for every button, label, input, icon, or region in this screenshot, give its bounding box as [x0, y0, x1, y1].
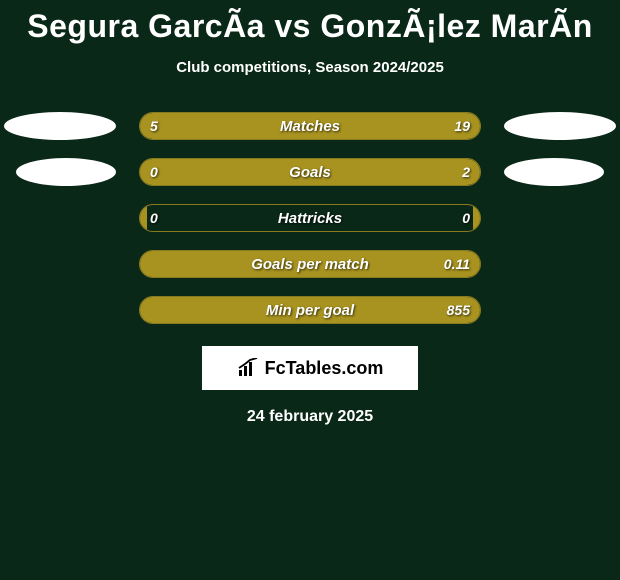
stat-label: Hattricks — [140, 205, 480, 231]
stat-row: 02Goals — [0, 158, 620, 186]
stat-left-value: 0 — [150, 159, 158, 185]
stat-left-value: 5 — [150, 113, 158, 139]
bar-right-fill — [147, 159, 480, 185]
player-ellipse-right — [504, 158, 604, 186]
stat-bar: 0.11Goals per match — [139, 250, 481, 278]
stat-right-value: 2 — [462, 159, 470, 185]
logo-box: FcTables.com — [202, 346, 418, 390]
stat-bar: 02Goals — [139, 158, 481, 186]
stat-row: 519Matches — [0, 112, 620, 140]
stat-row: 0 0Hattricks — [0, 204, 620, 232]
stat-right-value: 855 — [447, 297, 470, 323]
player-ellipse-left — [16, 158, 116, 186]
stat-right-value: 0 — [462, 205, 470, 231]
stat-bar: 0 0Hattricks — [139, 204, 481, 232]
page-title: Segura GarcÃ­a vs GonzÃ¡lez MarÃ­n — [27, 8, 592, 45]
bar-left-fill — [140, 297, 147, 323]
stat-left-value: 0 — [150, 205, 158, 231]
chart-icon — [237, 358, 261, 378]
stat-right-value: 0.11 — [444, 251, 470, 277]
comparison-infographic: Segura GarcÃ­a vs GonzÃ¡lez MarÃ­n Club … — [0, 0, 620, 426]
player-ellipse-left — [4, 112, 116, 140]
stat-row: 855Min per goal — [0, 296, 620, 324]
logo-text: FcTables.com — [265, 358, 384, 379]
bar-right-fill — [473, 205, 480, 231]
stat-right-value: 19 — [454, 113, 470, 139]
subtitle: Club competitions, Season 2024/2025 — [176, 59, 444, 76]
bar-left-fill — [140, 159, 147, 185]
bar-right-fill — [147, 251, 480, 277]
stat-bar: 519Matches — [139, 112, 481, 140]
bar-left-fill — [140, 205, 147, 231]
date-text: 24 february 2025 — [247, 408, 373, 426]
stat-row: 0.11Goals per match — [0, 250, 620, 278]
stat-bar: 855Min per goal — [139, 296, 481, 324]
bar-right-fill — [211, 113, 480, 139]
bar-right-fill — [147, 297, 480, 323]
player-ellipse-right — [504, 112, 616, 140]
stat-rows: 519Matches02Goals00Hattricks0.11Goals pe… — [0, 112, 620, 324]
bar-left-fill — [140, 251, 147, 277]
